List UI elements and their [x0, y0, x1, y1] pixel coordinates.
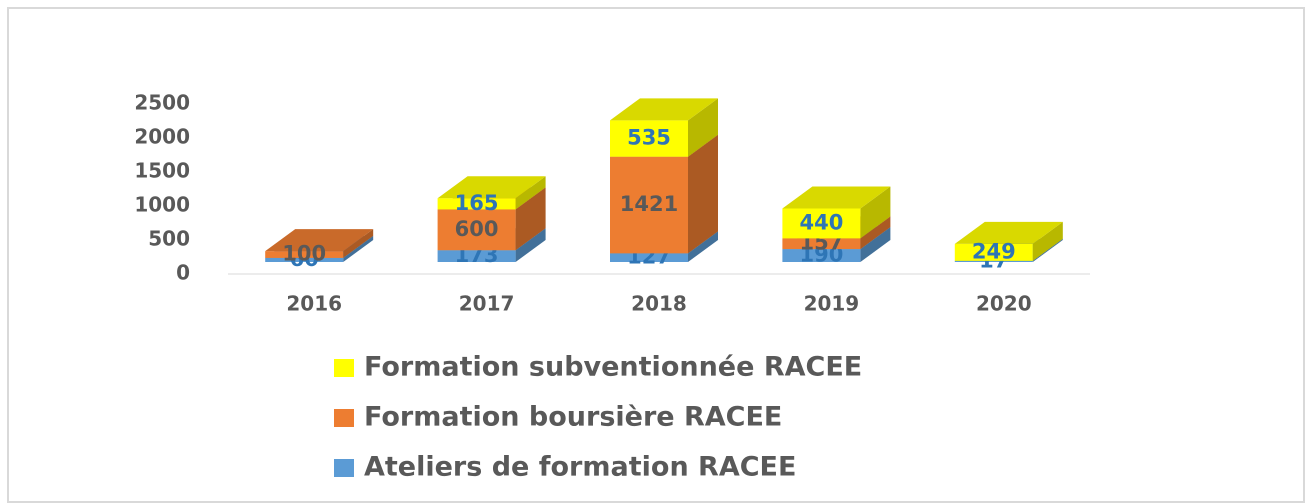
legend-swatch [334, 459, 354, 477]
y-tick-label: 1000 [134, 193, 190, 217]
data-label: 1421 [620, 192, 678, 216]
bar-side [1032, 238, 1063, 262]
bar-side [688, 134, 718, 254]
y-tick-label: 0 [176, 261, 190, 285]
y-tick-label: 2000 [134, 125, 190, 149]
bar [265, 257, 344, 262]
legend-swatch [334, 409, 354, 427]
x-tick-label: 2016 [286, 292, 342, 316]
bar [954, 243, 1033, 261]
data-label: 249 [972, 239, 1016, 263]
bar [954, 260, 1033, 262]
data-label: 165 [455, 191, 499, 215]
x-tick-label: 2018 [631, 292, 687, 316]
bar-top [954, 221, 1063, 244]
legend-label: Ateliers de formation RACEE [364, 452, 796, 483]
data-label: 600 [455, 217, 499, 241]
bar-side [860, 216, 891, 250]
bar [437, 250, 516, 262]
bar-top [437, 176, 546, 199]
bar-side [1032, 221, 1063, 261]
bar-side [860, 186, 891, 239]
bar [782, 249, 861, 262]
bar-side [515, 176, 546, 210]
bar-side [343, 229, 374, 258]
data-label: 535 [627, 126, 671, 150]
y-tick-label: 500 [148, 227, 190, 251]
x-tick-label: 2020 [976, 292, 1032, 316]
y-tick-label: 2500 [134, 91, 190, 115]
bar-side [515, 228, 546, 262]
bar-top [265, 229, 374, 252]
bar [610, 120, 688, 157]
legend-label: Formation subventionnée RACEE [364, 352, 862, 383]
bar [782, 238, 861, 250]
bar [782, 208, 861, 239]
legend-label: Formation boursière RACEE [364, 402, 782, 433]
bar [610, 156, 688, 254]
bar-side [688, 231, 718, 262]
bar-top [782, 186, 891, 209]
bar-side [515, 187, 546, 251]
bar-side [688, 98, 718, 157]
legend-swatch [334, 359, 354, 377]
x-tick-label: 2017 [459, 292, 515, 316]
bar-top [610, 98, 718, 121]
data-label: 440 [799, 210, 843, 234]
data-label: 100 [282, 242, 326, 266]
bar [265, 251, 344, 258]
x-tick-label: 2019 [804, 292, 860, 316]
y-tick-label: 1500 [134, 159, 190, 183]
bar [610, 253, 688, 262]
bar-side [343, 235, 374, 262]
bar-side [860, 227, 891, 262]
bar [437, 209, 516, 251]
bar [437, 198, 516, 210]
